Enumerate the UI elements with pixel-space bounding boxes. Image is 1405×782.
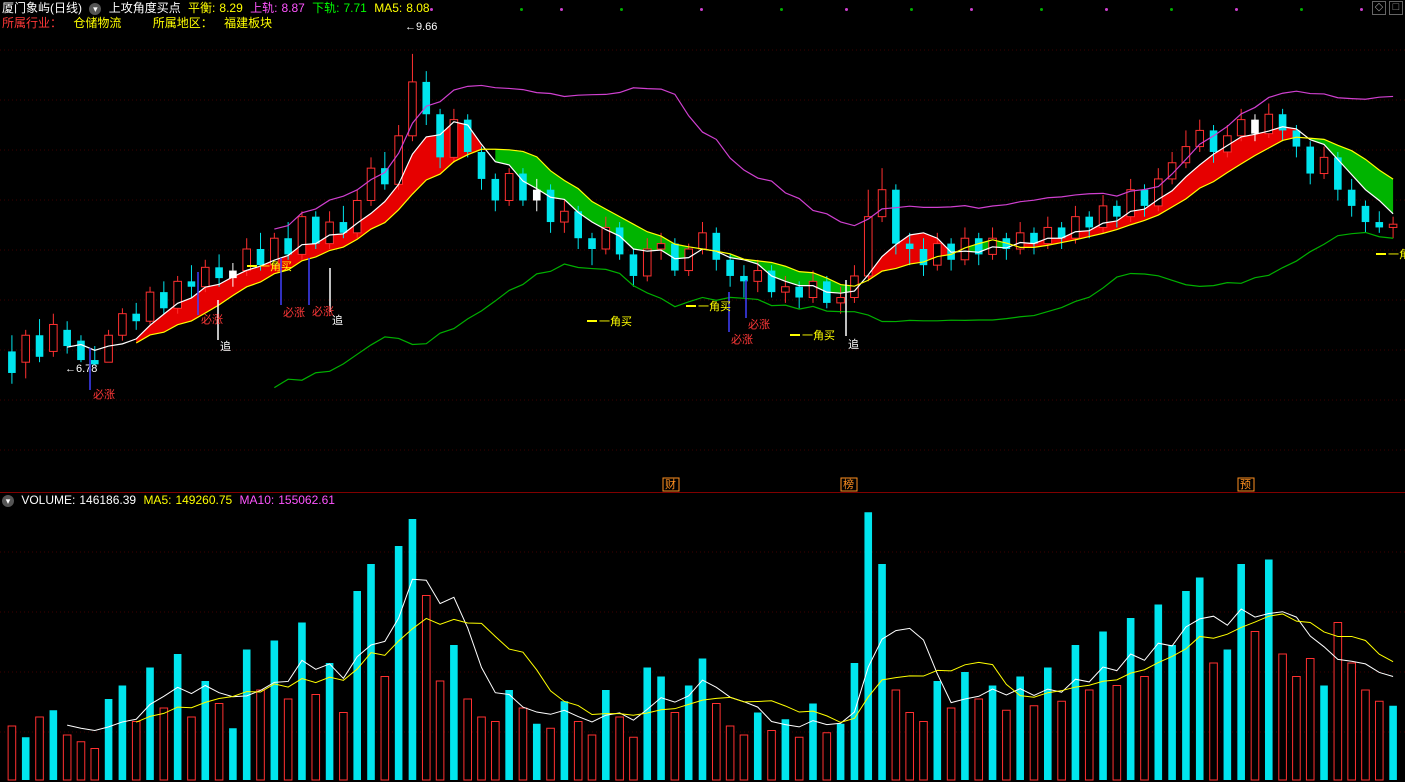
svg-text:追: 追 xyxy=(332,313,343,327)
svg-text:←6.78: ←6.78 xyxy=(65,363,97,375)
svg-text:追: 追 xyxy=(848,337,859,351)
svg-text:一角买: 一角买 xyxy=(698,300,731,313)
chart-window: 厦门象屿(日线) ▾ 上攻角度买点 平衡:8.29 上轨:8.87 下轨:7.7… xyxy=(0,0,1405,782)
svg-text:必涨: 必涨 xyxy=(93,388,115,401)
svg-text:一角买: 一角买 xyxy=(802,329,835,342)
svg-text:榜: 榜 xyxy=(843,477,854,491)
svg-text:一角买: 一角买 xyxy=(599,315,632,328)
svg-text:一角买: 一角买 xyxy=(1388,248,1405,261)
svg-text:必涨: 必涨 xyxy=(731,333,753,346)
svg-text:财: 财 xyxy=(665,477,676,491)
svg-text:必涨: 必涨 xyxy=(283,306,305,319)
svg-text:预: 预 xyxy=(1240,478,1251,491)
main-chart[interactable]: ←9.66←6.78必涨必涨追一角买必涨必涨追一角买一角买必涨必涨一角买追一角买… xyxy=(0,0,1405,493)
svg-text:←9.66: ←9.66 xyxy=(405,21,437,33)
svg-text:追: 追 xyxy=(220,339,231,353)
svg-text:一角买: 一角买 xyxy=(259,260,292,273)
svg-text:必涨: 必涨 xyxy=(312,305,334,318)
volume-chart[interactable] xyxy=(0,492,1405,782)
svg-text:必涨: 必涨 xyxy=(748,318,770,331)
svg-text:必涨: 必涨 xyxy=(201,313,223,326)
